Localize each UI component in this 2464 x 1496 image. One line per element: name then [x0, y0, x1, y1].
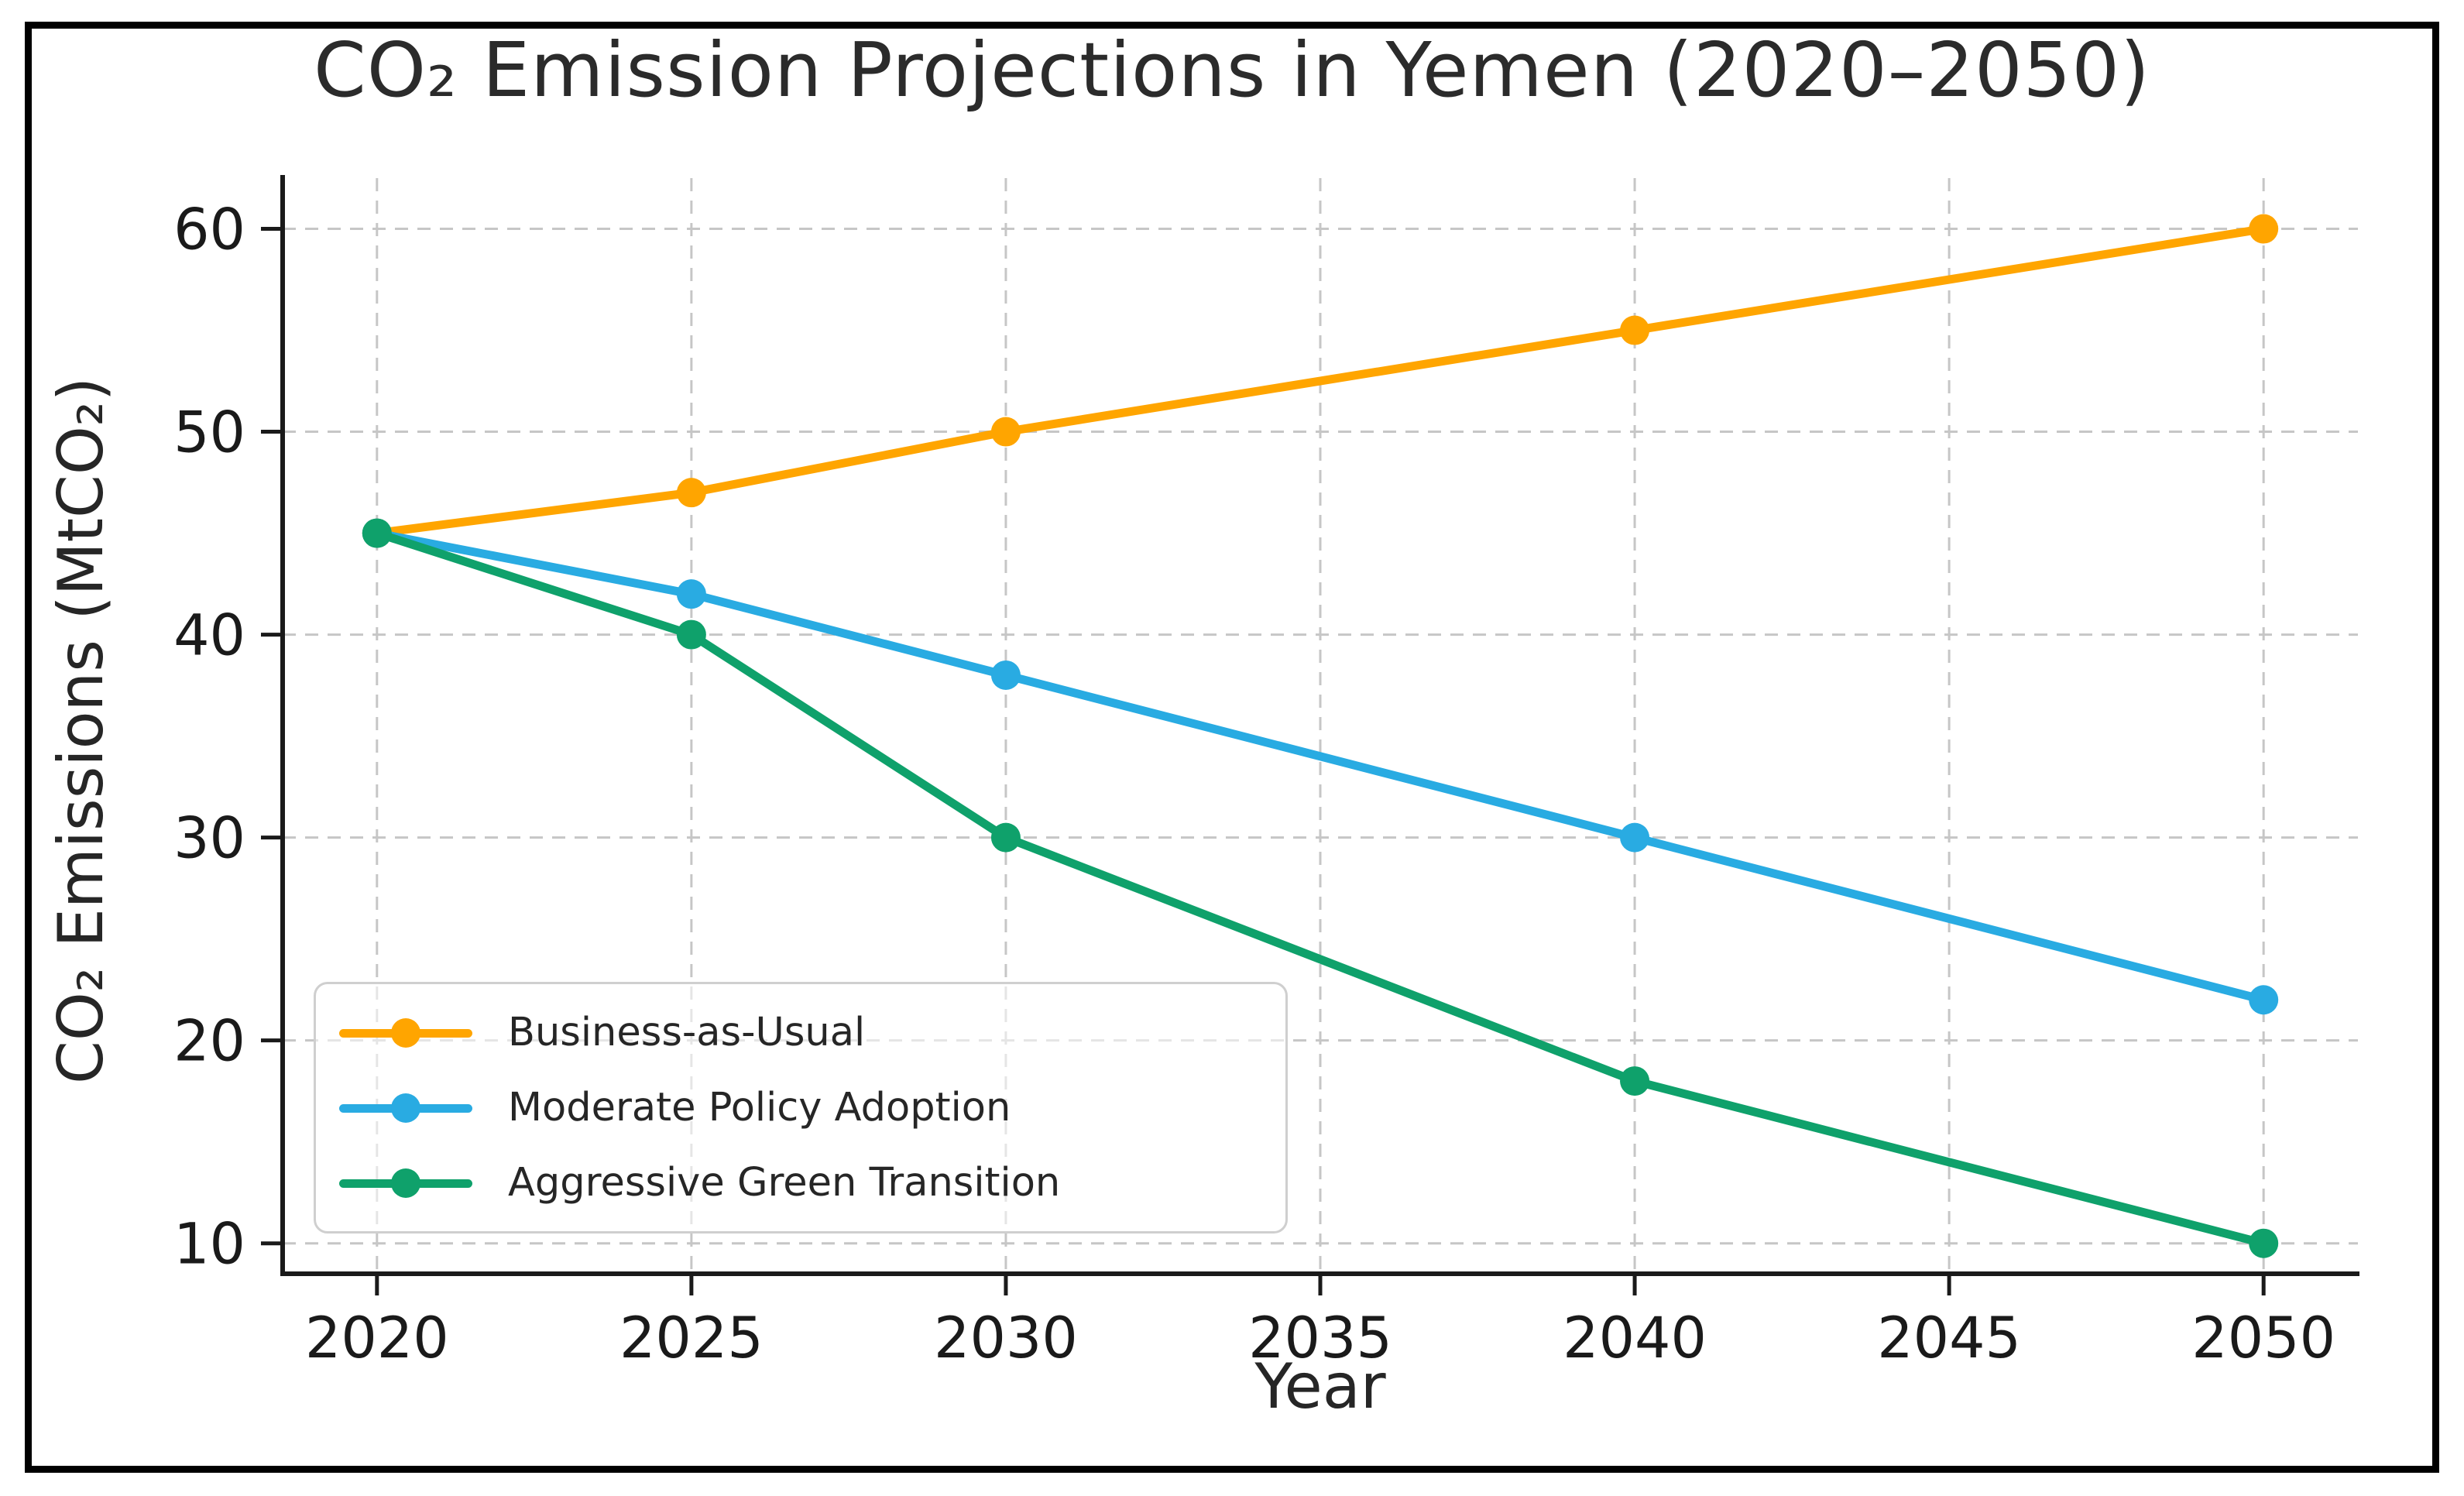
y-tick-label-40: 40	[173, 603, 245, 669]
data-point-1-2030	[990, 660, 1021, 690]
y-axis-label: CO₂ Emissions (MtCO₂)	[45, 376, 117, 1084]
y-tick-label-10: 10	[173, 1212, 245, 1278]
data-point-0-2025	[676, 478, 706, 508]
legend-label: Moderate Policy Adoption	[508, 1085, 1011, 1131]
y-tick-label-30: 30	[173, 806, 245, 872]
data-point-2-2030	[990, 822, 1021, 853]
legend-label: Business-as-Usual	[508, 1010, 866, 1055]
legend-item-2: Aggressive Green Transition	[339, 1145, 1262, 1220]
y-tick-label-60: 60	[173, 197, 245, 263]
x-tick-label-2020: 2020	[305, 1306, 449, 1371]
data-point-0-2030	[990, 417, 1021, 447]
legend-marker-dot	[391, 1093, 420, 1123]
legend-marker-dot	[391, 1017, 420, 1048]
data-point-0-2040	[1620, 315, 1650, 345]
x-tick-label-2025: 2025	[619, 1306, 764, 1371]
data-point-1-2040	[1620, 822, 1650, 853]
data-point-2-2050	[2249, 1228, 2279, 1258]
x-tick-label-2045: 2045	[1877, 1306, 2021, 1371]
x-tick-label-2050: 2050	[2191, 1306, 2335, 1371]
x-axis-label: Year	[1254, 1350, 1386, 1422]
data-point-0-2050	[2249, 214, 2279, 244]
data-point-2-2020	[362, 518, 392, 548]
legend-marker-dot	[391, 1168, 420, 1198]
data-series	[362, 214, 2279, 1258]
legend: Business-as-Usual Moderate Policy Adoptio…	[314, 982, 1288, 1234]
legend-item-0: Business-as-Usual	[339, 995, 1262, 1070]
legend-line-marker-icon	[339, 1017, 472, 1049]
chart-title: CO₂ Emission Projections in Yemen (2020–…	[314, 26, 2150, 114]
data-point-2-2040	[1620, 1066, 1650, 1096]
y-tick-label-50: 50	[173, 400, 245, 466]
legend-label: Aggressive Green Transition	[508, 1160, 1061, 1206]
data-point-2-2025	[676, 619, 706, 650]
y-tick-label-20: 20	[173, 1009, 245, 1075]
x-tick-label-2040: 2040	[1563, 1306, 1707, 1371]
x-tick-label-2035: 2035	[1248, 1306, 1392, 1371]
legend-line-marker-icon	[339, 1092, 472, 1124]
x-tick-label-2030: 2030	[934, 1306, 1078, 1371]
data-point-1-2025	[676, 579, 706, 609]
legend-line-marker-icon	[339, 1167, 472, 1199]
legend-item-1: Moderate Policy Adoption	[339, 1070, 1262, 1145]
data-point-1-2050	[2249, 985, 2279, 1015]
